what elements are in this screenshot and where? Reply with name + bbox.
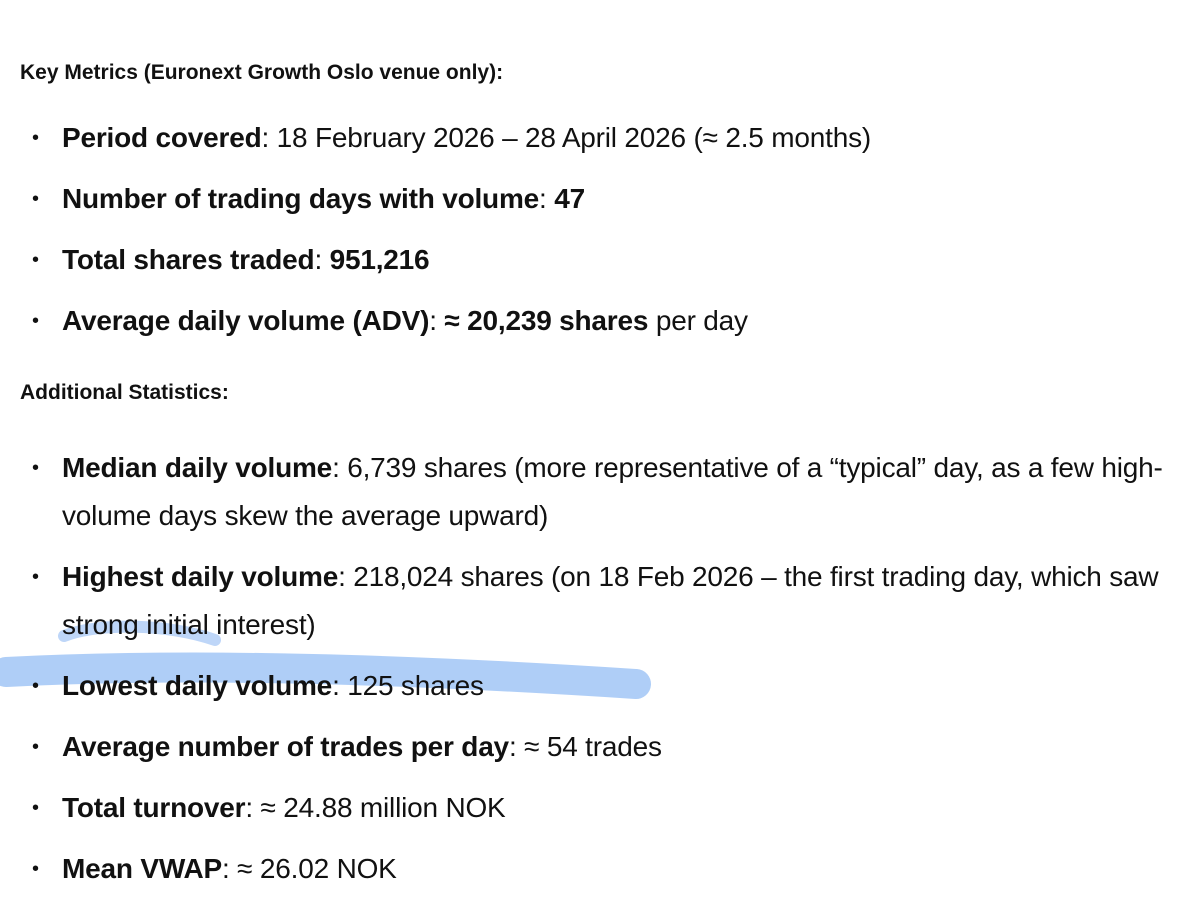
bold-text: ≈ 20,239 shares (444, 305, 649, 336)
bullet-item: Highest daily volume: 218,024 shares (on… (0, 553, 1200, 649)
bullet-item: Total shares traded: 951,216 (0, 236, 1200, 284)
bold-text: 951,216 (329, 244, 430, 275)
bullet-item: Average daily volume (ADV): ≈ 20,239 sha… (0, 297, 1200, 345)
text: : (429, 305, 445, 336)
bullet-list: Period covered: 18 February 2026 – 28 Ap… (0, 114, 1200, 345)
text: : 18 February 2026 – 28 April 2026 (≈ 2.… (261, 122, 872, 153)
bold-text: Lowest daily volume (62, 670, 333, 701)
bold-text: Mean VWAP (62, 853, 223, 884)
bold-text: Total shares traded (62, 244, 315, 275)
text: : ≈ 26.02 NOK (222, 853, 397, 884)
text: : (539, 183, 555, 214)
text: : ≈ 54 trades (508, 731, 662, 762)
section-heading: Additional Statistics: (20, 381, 229, 404)
bullet-item: Median daily volume: 6,739 shares (more … (0, 444, 1200, 540)
bold-text: Number of trading days with volume (62, 183, 540, 214)
bullet-item: Number of trading days with volume: 47 (0, 175, 1200, 223)
text: per day (648, 305, 748, 336)
bold-text: Highest daily volume (62, 561, 339, 592)
text: : ≈ 24.88 million NOK (245, 792, 506, 823)
text: : 125 shares (332, 670, 484, 701)
bullet-item: Period covered: 18 February 2026 – 28 Ap… (0, 114, 1200, 162)
bold-text: 47 (554, 183, 585, 214)
section: Key Metrics (Euronext Growth Oslo venue … (0, 58, 1200, 358)
section-heading: Key Metrics (Euronext Growth Oslo venue … (20, 61, 504, 84)
section: Additional Statistics: Median daily volum… (0, 378, 1200, 906)
text: : 218,024 shares (on 18 Feb 2026 – the f… (62, 561, 1159, 640)
bullet-item: Mean VWAP: ≈ 26.02 NOK (0, 845, 1200, 893)
bullet-list: Median daily volume: 6,739 shares (more … (0, 444, 1200, 893)
text: : 6,739 shares (more representative of a… (62, 452, 1163, 531)
bold-text: Total turnover (62, 792, 246, 823)
bold-text: Median daily volume (62, 452, 333, 483)
bullet-item: Total turnover: ≈ 24.88 million NOK (0, 784, 1200, 832)
bullet-item: Lowest daily volume: 125 shares (0, 662, 1200, 710)
text: : (314, 244, 330, 275)
bullet-item: Average number of trades per day: ≈ 54 t… (0, 723, 1200, 771)
bold-text: Average daily volume (ADV) (62, 305, 430, 336)
bold-text: Period covered (62, 122, 262, 153)
bold-text: Average number of trades per day (62, 731, 509, 762)
